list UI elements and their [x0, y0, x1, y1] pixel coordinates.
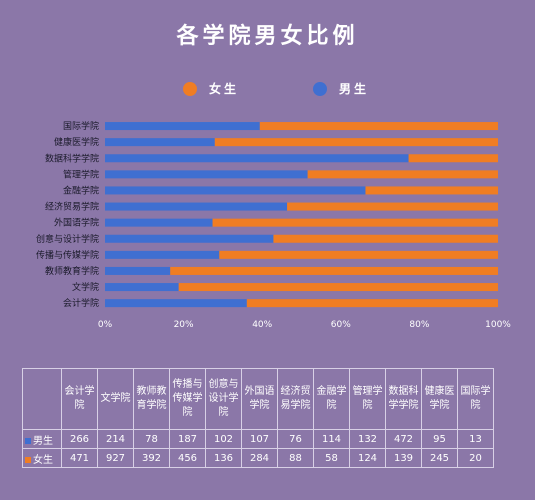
table-cell: 472: [385, 429, 422, 449]
table-cell: 124: [349, 448, 386, 468]
table-cell: 214: [97, 429, 134, 449]
table-column-header: 会计学院: [61, 368, 98, 430]
table-column-header: 经济贸 易学院: [277, 368, 314, 430]
table-row: 男生 266 214 78 187 102 107 76 114 132 472 95 13: [22, 429, 494, 449]
row-label: 男生: [33, 435, 53, 447]
x-tick-label: 80%: [409, 320, 429, 330]
category-label: 经济贸易学院: [45, 201, 99, 213]
table-column-header: 管理学院: [349, 368, 386, 430]
table-column-header: 数据科 学学院: [385, 368, 422, 430]
chart-title: 各学院男女比例: [176, 24, 359, 49]
bar-male: [105, 299, 247, 308]
bar-female: [246, 299, 498, 308]
table-column-header: 教师教 育学院: [133, 368, 170, 430]
row-label: 女生: [33, 454, 53, 466]
bar-female: [178, 283, 498, 292]
table-cell: 13: [457, 429, 494, 449]
bar-female: [214, 138, 498, 147]
table-column-header: 健康医 学院: [421, 368, 458, 430]
bar-male: [105, 218, 213, 227]
table-corner-cell: [22, 368, 62, 430]
table-cell: 107: [241, 429, 278, 449]
table-column-header: 创意与 设计学院: [205, 368, 242, 430]
stacked-bar-chart: 国际学院健康医学院数据科学学院管理学院金融学院经济贸易学院外国语学院创意与设计学…: [36, 120, 511, 330]
table-column-header: 金融学院: [313, 368, 350, 430]
category-label: 健康医学院: [54, 136, 99, 148]
table-cell: 266: [61, 429, 98, 449]
bar-female: [307, 170, 498, 179]
bar-female: [408, 154, 498, 163]
legend-swatch-female: [183, 81, 197, 96]
table-cell: 78: [133, 429, 170, 449]
category-label: 数据科学学院: [45, 152, 99, 164]
table-cell: 95: [421, 429, 458, 449]
category-label: 管理学院: [63, 168, 99, 180]
bar-female: [259, 122, 498, 131]
table-cell: 471: [61, 448, 98, 468]
x-tick-label: 40%: [252, 320, 272, 330]
bar-male: [105, 138, 215, 147]
category-label: 国际学院: [63, 120, 99, 132]
bar-male: [105, 154, 409, 163]
bar-male: [105, 234, 274, 243]
table-cell: 76: [277, 429, 314, 449]
table-cell: 927: [97, 448, 134, 468]
table-cell: 187: [169, 429, 206, 449]
table-cell: 20: [457, 448, 494, 468]
bar-male: [105, 122, 260, 131]
table-cell: 88: [277, 448, 314, 468]
bar-male: [105, 202, 288, 211]
x-tick-label: 100%: [485, 320, 511, 330]
bar-male: [105, 250, 220, 259]
table-column-header: 传播与 传媒学院: [169, 368, 206, 430]
legend: 女生 男生: [0, 80, 535, 100]
table-cell: 102: [205, 429, 242, 449]
data-table: 会计学院文学院 教师教 育学院 传播与 传媒学院创意与 设计学院外国语 学院 经济贸 易学院 金融…: [22, 368, 494, 468]
table-cell: 284: [241, 448, 278, 468]
bar-female: [212, 218, 499, 227]
table-row-header: 男生: [22, 429, 62, 449]
category-label: 金融学院: [63, 184, 99, 196]
table-cell: 392: [133, 448, 170, 468]
x-tick-label: 60%: [331, 320, 351, 330]
bar-female: [273, 234, 498, 243]
table-cell: 139: [385, 448, 422, 468]
table-header-row: 会计学院文学院 教师教 育学院 传播与 传媒学院创意与 设计学院外国语 学院 经济贸 易学院 金融…: [22, 368, 494, 430]
category-label: 文学院: [72, 281, 99, 293]
legend-item-male: 男生: [313, 80, 369, 97]
table-column-header: 文学院: [97, 368, 134, 430]
bar-male: [105, 170, 308, 179]
table-cell: 58: [313, 448, 350, 468]
row-swatch: [25, 437, 31, 444]
x-tick-label: 0%: [98, 320, 113, 330]
table-row: 女生 471 927 392 456 136 284 88 58 124 139 245 20: [22, 448, 494, 468]
row-swatch: [25, 456, 31, 463]
x-tick-label: 20%: [174, 320, 194, 330]
category-label: 传播与传媒学院: [36, 249, 99, 261]
bar-female: [287, 202, 498, 211]
legend-label-female: 女生: [209, 82, 240, 96]
legend-swatch-male: [313, 81, 327, 96]
category-label: 会计学院: [63, 297, 99, 309]
bar-male: [105, 266, 171, 275]
bar-male: [105, 283, 179, 292]
table-column-header: 国际学院: [457, 368, 494, 430]
table-cell: 136: [205, 448, 242, 468]
table-cell: 132: [349, 429, 386, 449]
table-column-header: 外国语 学院: [241, 368, 278, 430]
table-cell: 114: [313, 429, 350, 449]
category-label: 教师教育学院: [45, 265, 99, 277]
table-cell: 245: [421, 448, 458, 468]
bar-female: [170, 266, 498, 275]
legend-item-female: 女生: [183, 80, 239, 97]
bar-female: [219, 250, 498, 259]
legend-label-male: 男生: [339, 82, 370, 96]
bar-male: [105, 186, 366, 195]
category-label: 创意与设计学院: [36, 233, 99, 245]
table-row-header: 女生: [22, 448, 62, 468]
category-label: 外国语学院: [54, 217, 99, 229]
bar-female: [365, 186, 498, 195]
table-cell: 456: [169, 448, 206, 468]
